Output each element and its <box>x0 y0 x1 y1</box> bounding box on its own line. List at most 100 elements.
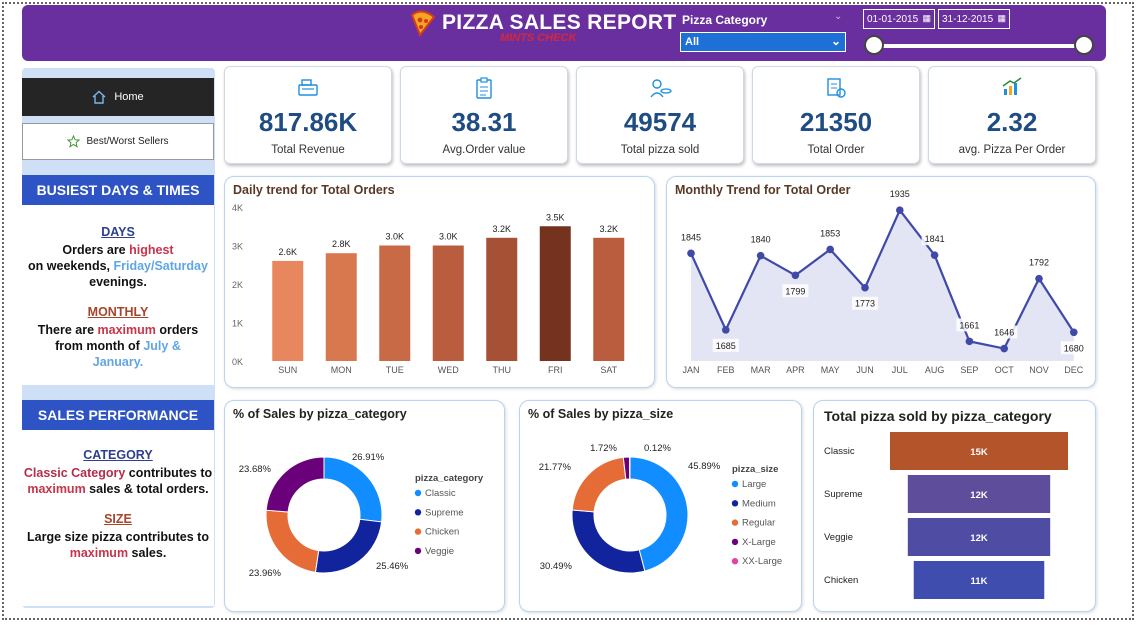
kpi-card-total-order: 21350 Total Order <box>752 66 920 164</box>
legend-label: Classic <box>425 488 456 499</box>
x-tick-label: AUG <box>925 365 945 375</box>
legend-marker <box>731 480 739 488</box>
legend-label: Chicken <box>425 527 459 538</box>
x-tick-label: FRI <box>548 365 563 375</box>
slider-start-handle[interactable] <box>864 35 884 55</box>
data-point <box>722 326 730 334</box>
calendar-icon[interactable]: ▦ <box>922 13 931 23</box>
data-label-bg <box>852 296 878 310</box>
category-label: Veggie <box>824 532 853 543</box>
busiest-panel: DAYS Orders are highest on weekends, Fri… <box>22 205 214 385</box>
data-point <box>687 249 695 258</box>
category-donut-chart: 26.91% 25.46% 23.96% 23.68% pizza_category Cl… <box>239 452 484 579</box>
donut-slice <box>571 456 627 513</box>
end-date-input[interactable]: 31-12-2015 ▦ <box>938 9 1010 29</box>
performance-panel: CATEGORY Classic Category contributes to… <box>22 430 214 606</box>
category-heading: CATEGORY <box>83 448 153 462</box>
funnel-bar <box>913 561 1045 599</box>
legend-label: X-Large <box>742 537 776 548</box>
point-data-label: 1680 <box>1064 343 1084 353</box>
kpi-card-avg-pizza-per-order: 2.32 avg. Pizza Per Order <box>928 66 1096 164</box>
data-label-bg <box>886 187 913 201</box>
kpi-value: 2.32 <box>986 107 1038 137</box>
slice-data-label: 30.49% <box>540 561 573 572</box>
legend-marker <box>731 500 739 507</box>
end-date-value: 31-12-2015 <box>942 14 994 25</box>
x-tick-label: JAN <box>682 365 699 375</box>
legend-title: pizza_category <box>415 473 484 484</box>
x-tick-label: FEB <box>717 365 735 375</box>
kpi-value: 49574 <box>623 107 697 137</box>
daily-trend-chart: 0K 1K 2K 3K 4K 2.6K SUN 2.8K MON 3.0K TUE 3.0K WED 3.… <box>232 203 625 375</box>
slice-data-label: 21.77% <box>539 462 572 473</box>
nav-best-worst-button[interactable]: Best/Worst Sellers <box>22 123 214 160</box>
point-data-label: 1935 <box>890 189 910 199</box>
kpi-label: Total pizza sold <box>620 144 700 156</box>
bar-data-label: 12K <box>970 533 988 544</box>
legend-label: Supreme <box>425 507 464 518</box>
x-tick-label: MAY <box>821 365 840 375</box>
data-point <box>791 271 800 280</box>
data-point <box>1070 328 1078 337</box>
bar-data-label: 3.2K <box>599 224 618 234</box>
bar <box>432 245 464 361</box>
category-share-card: % of Sales by pizza_category 26.91% 25.46… <box>224 400 505 612</box>
category-dropdown[interactable]: All ⌄ <box>680 32 846 52</box>
slice-data-label: 0.12% <box>644 443 671 454</box>
kpi-card-pizza-sold: 49574 Total pizza sold <box>576 66 744 164</box>
funnel-bar <box>907 518 1051 556</box>
bar <box>539 226 571 361</box>
legend-marker <box>731 519 739 526</box>
data-label-bg <box>1026 255 1052 269</box>
nav-home-button[interactable]: Home <box>22 78 214 116</box>
kpi-value: 21350 <box>799 107 873 137</box>
slice-data-label: 1.72% <box>590 443 617 454</box>
monthly-line-1: There are maximum orders <box>37 323 199 337</box>
header-subtitle: MINTS CHECK <box>500 32 577 44</box>
size-share-card: % of Sales by pizza_size 45.89% 30.49% 21.… <box>519 400 802 612</box>
kpi-card-avg-order-value: 38.31 Avg.Order value <box>400 66 568 164</box>
collapse-chevron-icon[interactable]: ⌄ <box>834 11 843 22</box>
funnel-bar <box>890 432 1068 470</box>
monthly-line-3: January. <box>92 355 144 369</box>
point-data-label: 1845 <box>681 232 701 242</box>
legend-label: Veggie <box>425 546 454 557</box>
start-date-input[interactable]: 01-01-2015 ▦ <box>863 9 935 29</box>
category-funnel-chart: 15K Classic 12K Supreme 12K Veggie 11K Chicken <box>824 432 1068 599</box>
bar-data-label: 3.5K <box>546 212 565 222</box>
nav-best-worst-label: Best/Worst Sellers <box>86 136 169 147</box>
kpi-value: 817.86K <box>258 107 358 137</box>
monthly-heading: MONTHLY <box>87 305 149 319</box>
data-label-bg <box>678 230 704 244</box>
category-label: Chicken <box>824 575 858 586</box>
growth-chart-icon <box>1002 77 1022 95</box>
home-icon <box>92 90 106 104</box>
bar <box>325 253 357 361</box>
category-filter-label: Pizza Category <box>682 13 768 27</box>
x-tick-label: MAR <box>751 365 772 375</box>
data-point <box>1035 274 1043 283</box>
kpi-label: Total Order <box>807 144 865 156</box>
category-label: Classic <box>824 446 855 457</box>
date-range-slider[interactable] <box>870 44 1090 48</box>
order-list-icon <box>827 78 846 98</box>
point-data-label: 1661 <box>959 320 979 330</box>
legend-marker <box>414 489 422 497</box>
chevron-down-icon: ⌄ <box>830 34 841 48</box>
kpi-label: Total Revenue <box>271 144 345 156</box>
bar-data-label: 15K <box>970 447 988 458</box>
monthly-line-2: from month of July & <box>55 339 181 353</box>
bar <box>486 237 518 361</box>
x-tick-label: SAT <box>600 365 617 375</box>
days-line-1: Orders are highest <box>62 243 174 257</box>
calendar-icon[interactable]: ▦ <box>997 13 1006 23</box>
days-line-2: on weekends, Friday/Saturday <box>28 259 208 273</box>
size-line-1: Large size pizza contributes to <box>27 530 209 544</box>
slider-end-handle[interactable] <box>1074 35 1094 55</box>
category-funnel-card: Total pizza sold by pizza_category 15K Cl… <box>813 400 1096 612</box>
chart-title: % of Sales by pizza_category <box>233 407 407 421</box>
x-tick-label: OCT <box>995 365 1015 375</box>
legend-marker <box>414 528 422 535</box>
funnel-bar <box>907 475 1051 513</box>
point-data-label: 1799 <box>785 286 805 296</box>
